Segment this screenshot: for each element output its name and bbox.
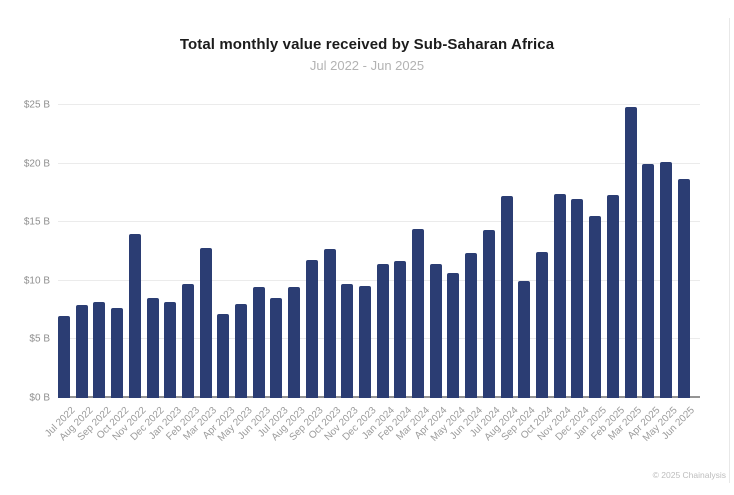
- y-tick-label: $20 B: [23, 158, 50, 170]
- bar-feb-2025[interactable]: [606, 195, 619, 398]
- y-tick-label: $25 B: [23, 99, 50, 111]
- y-tick-label: $15 B: [23, 216, 50, 228]
- bar-jan-2023[interactable]: [164, 301, 177, 398]
- bar-oct-2023[interactable]: [323, 249, 336, 398]
- bar-aug-2024[interactable]: [500, 196, 513, 398]
- gridline: [58, 221, 700, 223]
- bar-mar-2024[interactable]: [412, 229, 425, 398]
- bar-nov-2024[interactable]: [553, 194, 566, 398]
- gridline: [58, 104, 700, 105]
- bar-dec-2024[interactable]: [571, 198, 584, 398]
- bar-may-2024[interactable]: [447, 272, 460, 398]
- bar-mar-2025[interactable]: [624, 107, 637, 398]
- bar-may-2025[interactable]: [659, 162, 672, 398]
- y-tick-label: $0 B: [29, 392, 50, 404]
- bar-aug-2022[interactable]: [75, 305, 88, 398]
- bar-jun-2024[interactable]: [465, 252, 478, 398]
- copyright-text: © 2025 Chainalysis: [652, 470, 726, 480]
- bar-apr-2025[interactable]: [642, 163, 655, 398]
- bar-oct-2024[interactable]: [535, 251, 548, 398]
- card-right-border: [729, 18, 730, 483]
- bar-mar-2023[interactable]: [199, 247, 212, 398]
- y-tick-label: $5 B: [29, 333, 50, 345]
- bar-series: [58, 105, 690, 398]
- bar-sep-2023[interactable]: [305, 259, 318, 398]
- bar-apr-2023[interactable]: [217, 313, 230, 398]
- bar-may-2023[interactable]: [235, 304, 248, 398]
- bar-dec-2023[interactable]: [358, 285, 371, 398]
- bar-apr-2024[interactable]: [429, 264, 442, 398]
- bar-feb-2023[interactable]: [181, 284, 194, 398]
- gridline: [58, 162, 700, 164]
- chart-subtitle: Jul 2022 - Jun 2025: [309, 58, 425, 73]
- bar-jun-2023[interactable]: [252, 286, 265, 398]
- bar-sep-2022[interactable]: [93, 301, 106, 398]
- bar-nov-2022[interactable]: [128, 233, 141, 398]
- bar-jan-2024[interactable]: [376, 264, 389, 398]
- bar-aug-2023[interactable]: [288, 286, 301, 398]
- bar-jul-2024[interactable]: [482, 230, 495, 398]
- bar-jan-2025[interactable]: [589, 216, 602, 398]
- bar-nov-2023[interactable]: [341, 284, 354, 398]
- bar-jun-2025[interactable]: [677, 178, 690, 398]
- bar-dec-2022[interactable]: [146, 298, 159, 398]
- bar-jul-2023[interactable]: [270, 298, 283, 398]
- plot-area: $0 B $5 B $10 B $15 B $20 B $25 B: [24, 100, 700, 404]
- chart-title: Total monthly value received by Sub-Saha…: [179, 36, 555, 53]
- bar-jul-2022[interactable]: [58, 315, 70, 398]
- bar-sep-2024[interactable]: [518, 280, 531, 398]
- y-tick-label: $10 B: [23, 275, 50, 287]
- bar-oct-2022[interactable]: [111, 307, 124, 398]
- bar-feb-2024[interactable]: [394, 260, 407, 398]
